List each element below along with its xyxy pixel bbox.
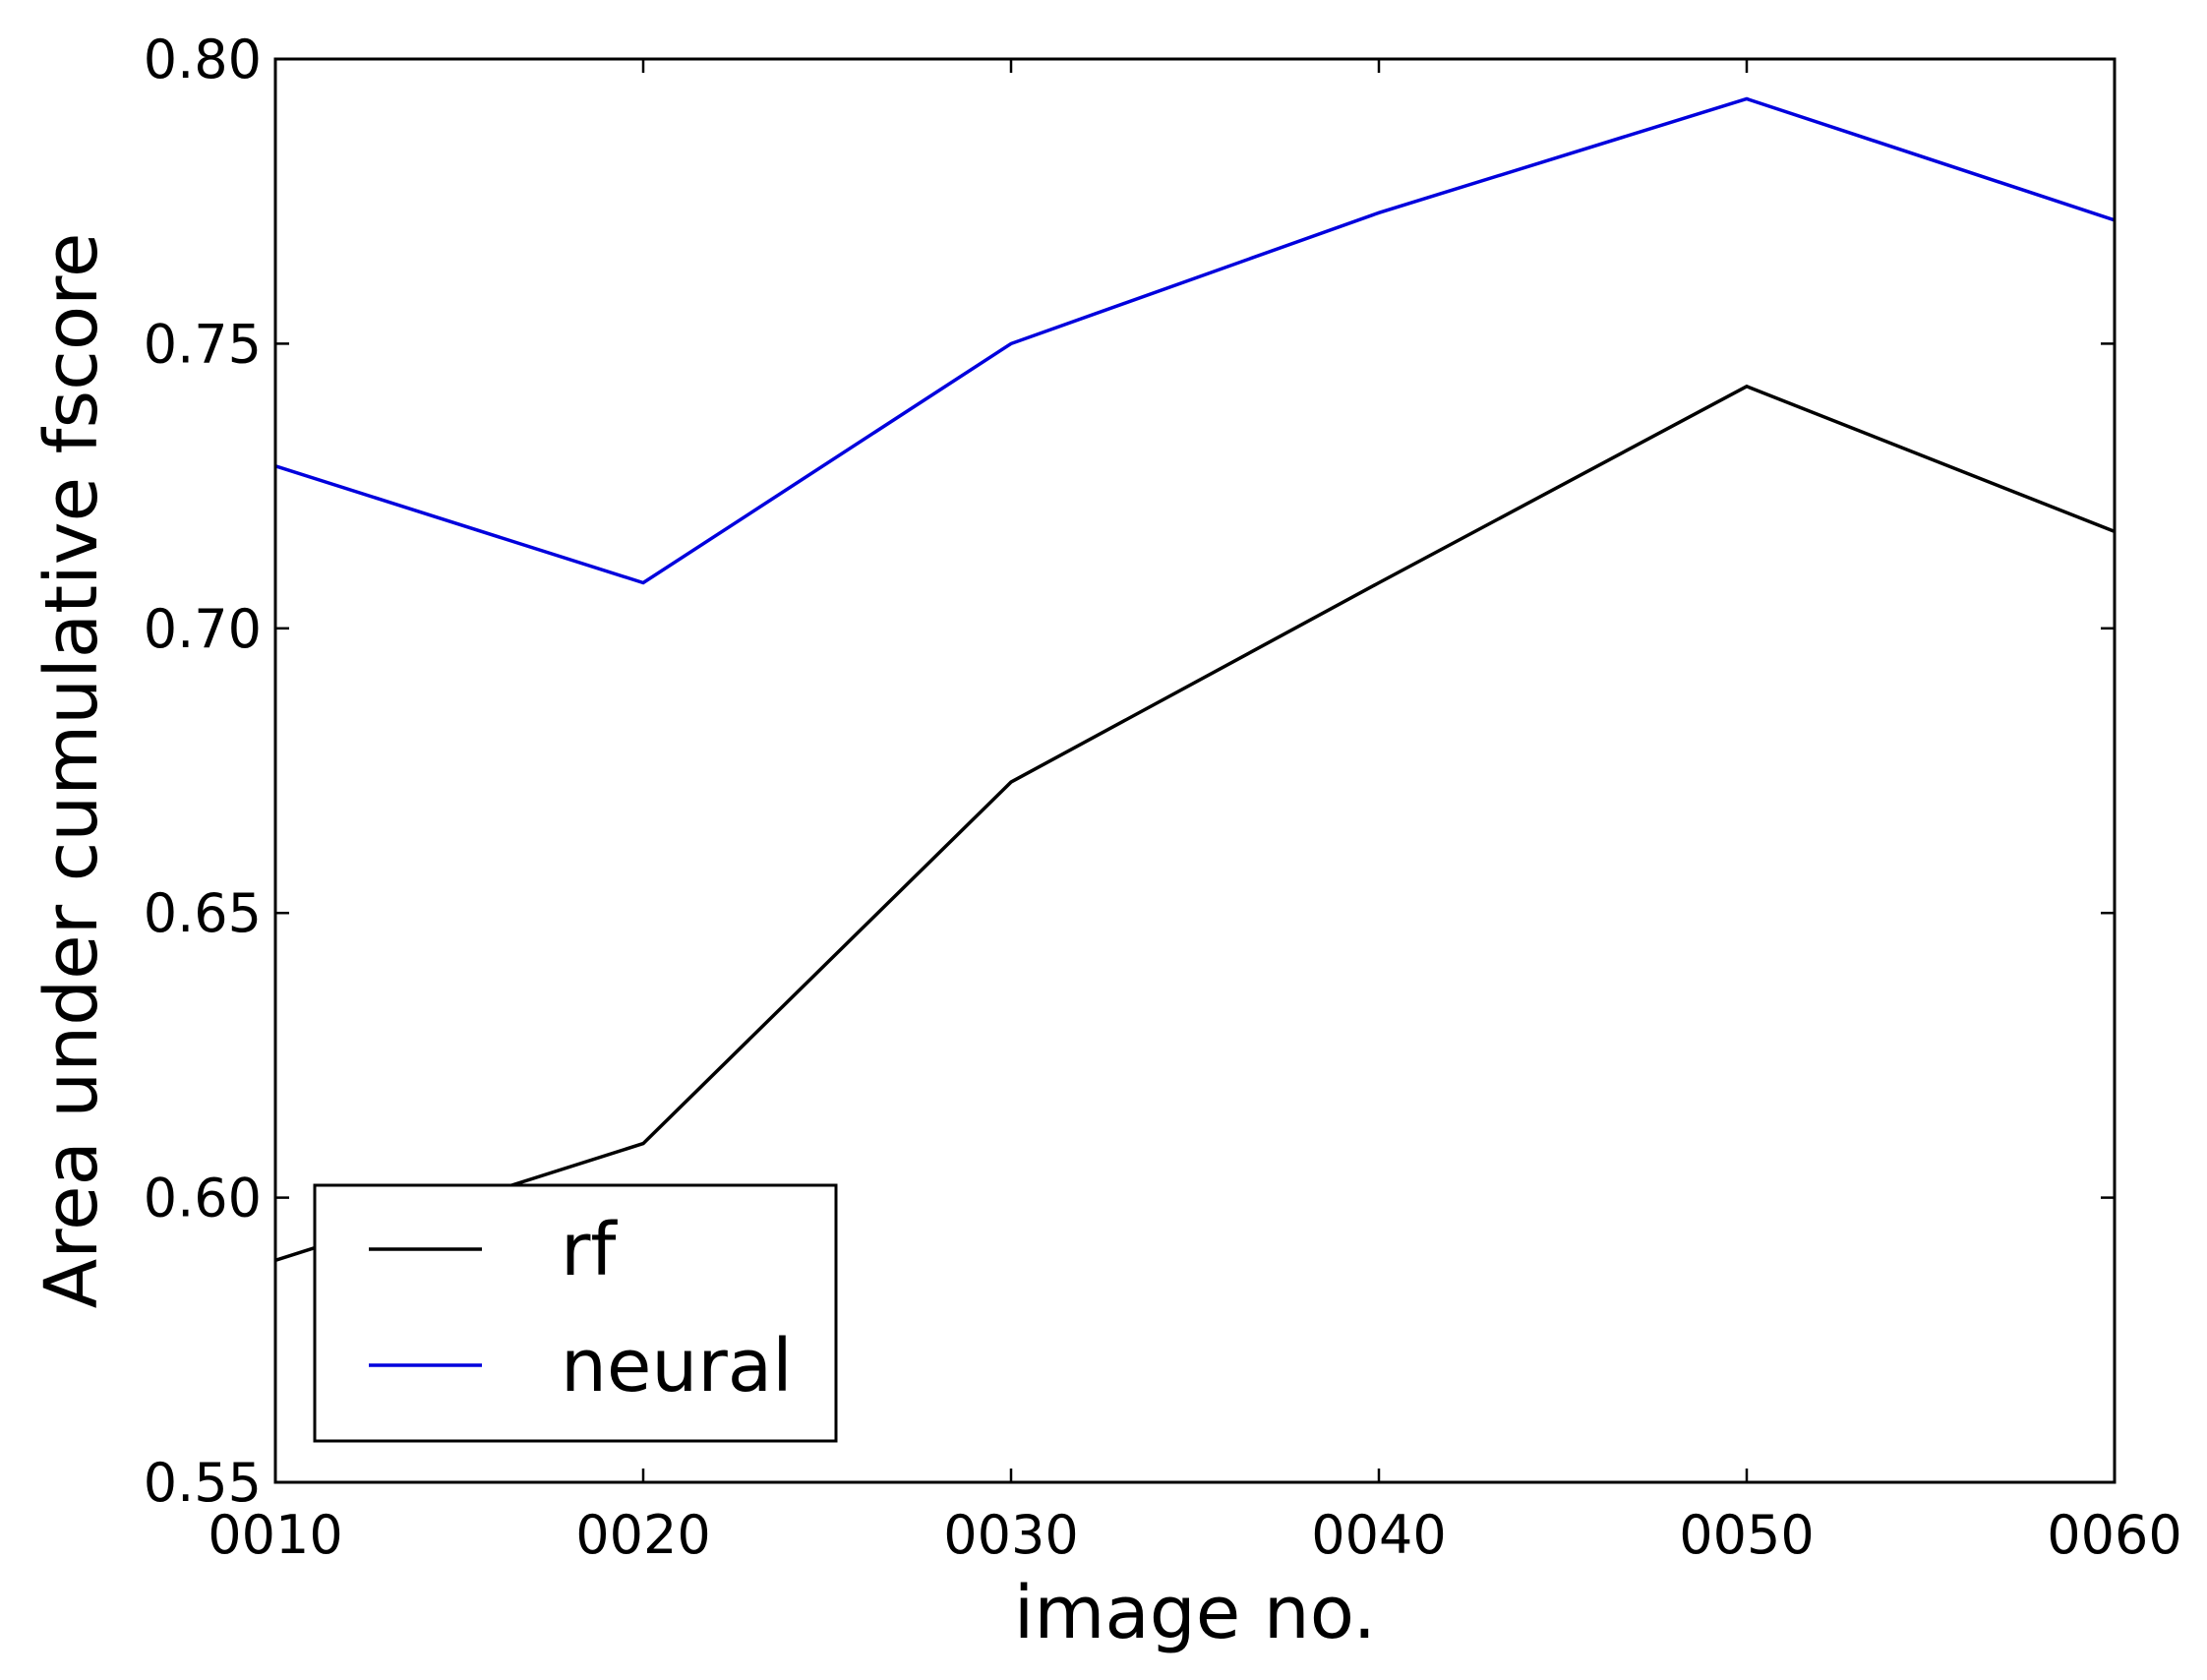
series-line-neural xyxy=(275,96,2115,585)
legend-label-rf: rf xyxy=(561,1208,618,1292)
x-tick-label: 0050 xyxy=(1679,1504,1814,1566)
series-layer xyxy=(275,96,2115,1262)
x-tick-label: 0010 xyxy=(208,1504,342,1566)
legend-label-neural: neural xyxy=(561,1324,793,1409)
x-tick-label: 0020 xyxy=(575,1504,710,1566)
ticks-layer: 0010 0020 0030 0040 0050 0060 0.55 0.60 0.65 0.70… xyxy=(144,29,2182,1566)
y-tick-label: 0.75 xyxy=(144,313,262,375)
legend-box xyxy=(313,1183,838,1443)
x-tick-label: 0040 xyxy=(1311,1504,1446,1566)
y-tick-label: 0.55 xyxy=(144,1452,262,1514)
y-tick-label: 0.65 xyxy=(144,882,262,944)
plot-frame xyxy=(273,57,2117,1484)
y-tick-label: 0.70 xyxy=(144,598,262,660)
x-axis-label: image no. xyxy=(1014,1571,1376,1655)
y-tick-label: 0.80 xyxy=(144,29,262,90)
series-line-rf xyxy=(275,384,2115,1262)
y-tick-label: 0.60 xyxy=(144,1168,262,1230)
y-axis-label: Area under cumulative fscore xyxy=(30,233,114,1309)
x-tick-label: 0060 xyxy=(2047,1504,2181,1566)
legend: rf neural xyxy=(313,1183,838,1443)
x-tick-label: 0030 xyxy=(943,1504,1078,1566)
